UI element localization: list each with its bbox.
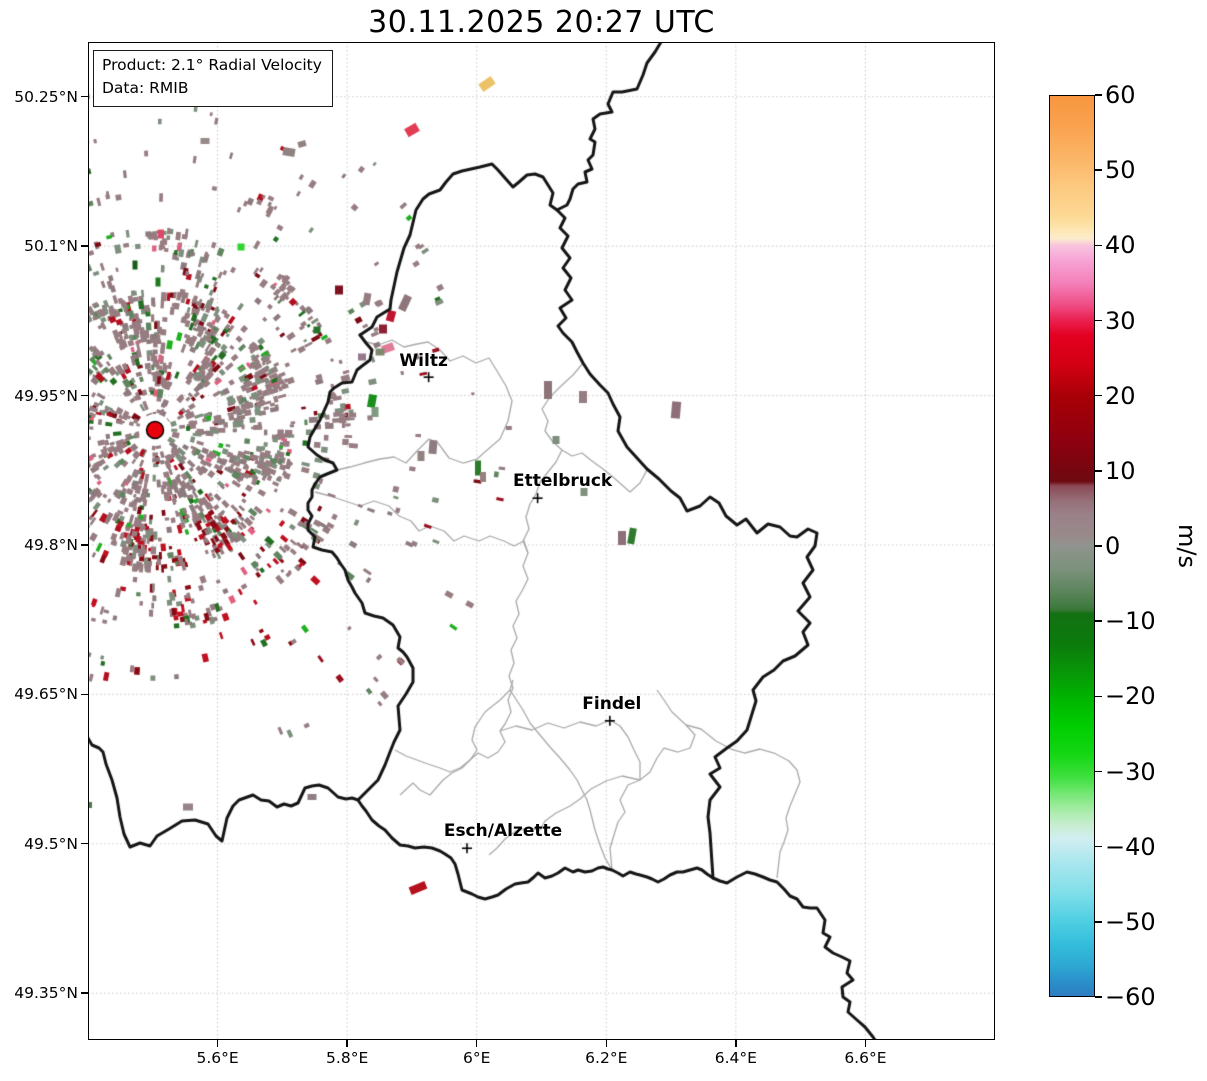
x-tick-mark [216,1040,219,1047]
y-tick-mark [81,245,88,247]
colorbar-tick-label: 10 [1105,456,1136,485]
colorbar-tick-mark [1095,94,1102,96]
colorbar-tick-label: −50 [1105,907,1156,936]
y-tick-label: 49.95°N [14,386,78,405]
y-tick-mark [81,992,88,994]
y-tick-mark [81,394,88,397]
product-label: Product: 2.1° Radial Velocity [102,56,322,74]
product-info-box: Product: 2.1° Radial Velocity Data: RMIB [93,50,333,107]
colorbar-tick-mark [1095,996,1102,998]
x-tick-mark [864,1040,867,1047]
colorbar-tick-label: 20 [1105,381,1136,410]
y-tick-mark [81,693,88,696]
colorbar-tick-mark [1095,770,1102,773]
colorbar-tick-label: 60 [1105,81,1136,109]
colorbar-tick-mark [1095,620,1102,622]
colorbar-unit-label: m/s [1173,524,1201,568]
colorbar-tick-label: −10 [1105,607,1156,636]
colorbar-tick-label: 50 [1105,156,1136,185]
y-tick-mark [81,843,88,845]
colorbar [1049,95,1095,997]
x-tick-mark [346,1040,348,1047]
city-label-esch-alzette: Esch/Alzette [443,821,563,842]
colorbar-tick-mark [1095,470,1102,472]
x-tick-label: 5.8°E [326,1049,369,1067]
colorbar-tick-label: 0 [1105,532,1121,560]
colorbar-tick-mark [1095,169,1102,171]
y-tick-label: 50.1°N [24,237,78,256]
y-tick-label: 49.5°N [24,834,78,853]
x-tick-label: 6.6°E [844,1049,887,1067]
y-tick-mark [81,544,88,546]
colorbar-tick-mark [1095,845,1102,848]
colorbar-tick-mark [1095,545,1102,547]
x-tick-label: 6.2°E [585,1049,628,1067]
x-tick-label: 6°E [463,1049,491,1067]
city-label-findel: Findel [582,693,642,714]
colorbar-tick-mark [1095,244,1102,247]
colorbar-tick-label: −30 [1105,757,1156,786]
x-tick-mark [735,1040,737,1047]
city-label-wiltz: Wiltz [399,351,448,372]
x-tick-label: 5.6°E [196,1049,239,1067]
y-tick-label: 49.8°N [24,535,78,554]
colorbar-tick-mark [1095,695,1102,698]
y-tick-mark [81,96,88,98]
x-tick-mark [476,1040,478,1047]
colorbar-tick-mark [1095,394,1102,397]
city-label-ettelbruck: Ettelbruck [512,471,613,492]
colorbar-tick-mark [1095,921,1102,923]
colorbar-tick-label: −20 [1105,682,1156,711]
x-tick-label: 6.4°E [714,1049,757,1067]
map-canvas [88,42,995,1040]
y-tick-label: 49.35°N [14,984,78,1003]
y-tick-label: 50.25°N [14,87,78,106]
colorbar-tick-label: 30 [1105,306,1136,335]
x-tick-mark [605,1040,607,1047]
colorbar-tick-label: 40 [1105,231,1136,260]
colorbar-tick-mark [1095,319,1102,322]
y-tick-label: 49.65°N [14,685,78,704]
colorbar-tick-label: −40 [1105,832,1156,861]
data-source-label: Data: RMIB [102,79,189,98]
figure-title: 30.11.2025 20:27 UTC [368,5,715,40]
colorbar-tick-label: −60 [1105,983,1156,1011]
